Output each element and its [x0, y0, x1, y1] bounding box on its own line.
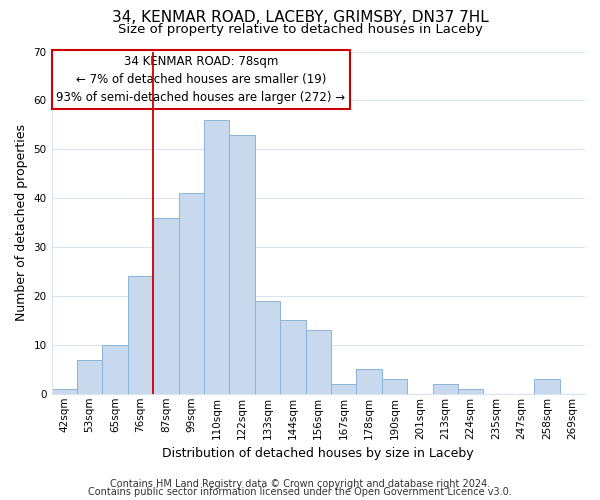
Bar: [52, 389, 77, 394]
Y-axis label: Number of detached properties: Number of detached properties: [15, 124, 28, 321]
Text: Contains HM Land Registry data © Crown copyright and database right 2024.: Contains HM Land Registry data © Crown c…: [110, 479, 490, 489]
Bar: [280, 320, 305, 394]
Text: Contains public sector information licensed under the Open Government Licence v3: Contains public sector information licen…: [88, 487, 512, 497]
Bar: [255, 301, 280, 394]
Bar: [382, 379, 407, 394]
Bar: [458, 389, 484, 394]
Bar: [305, 330, 331, 394]
Text: 34 KENMAR ROAD: 78sqm
← 7% of detached houses are smaller (19)
93% of semi-detac: 34 KENMAR ROAD: 78sqm ← 7% of detached h…: [56, 55, 346, 104]
Bar: [77, 360, 103, 394]
Bar: [128, 276, 153, 394]
Bar: [204, 120, 229, 394]
Text: 34, KENMAR ROAD, LACEBY, GRIMSBY, DN37 7HL: 34, KENMAR ROAD, LACEBY, GRIMSBY, DN37 7…: [112, 10, 488, 25]
Bar: [534, 379, 560, 394]
Bar: [356, 370, 382, 394]
Bar: [103, 345, 128, 394]
Bar: [179, 194, 204, 394]
Bar: [331, 384, 356, 394]
Bar: [153, 218, 179, 394]
X-axis label: Distribution of detached houses by size in Laceby: Distribution of detached houses by size …: [163, 447, 474, 460]
Bar: [229, 134, 255, 394]
Text: Size of property relative to detached houses in Laceby: Size of property relative to detached ho…: [118, 22, 482, 36]
Bar: [433, 384, 458, 394]
